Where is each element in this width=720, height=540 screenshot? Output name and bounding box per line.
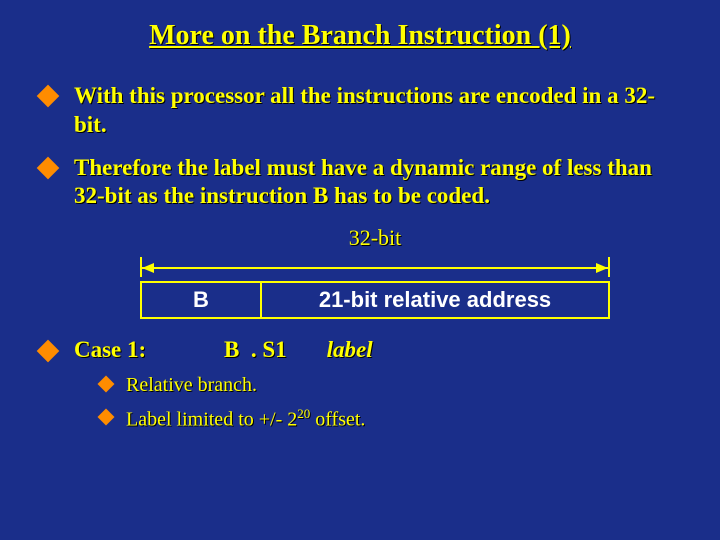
dimension-label: 32-bit	[140, 225, 610, 251]
opcode-box: B	[140, 281, 260, 319]
dimension-line	[142, 267, 608, 269]
instruction-boxes: B 21-bit relative address	[140, 281, 610, 319]
dimension-row: 32-bit	[140, 225, 610, 259]
diamond-icon	[98, 376, 115, 393]
sub-text-sup: 20	[297, 406, 310, 421]
sub-bullet-item: Relative branch.	[100, 373, 680, 398]
case-operand: label	[327, 337, 373, 363]
sub-text-pre: Label limited to +/- 2	[126, 409, 297, 431]
diamond-icon	[37, 85, 60, 108]
case-suffix: . S1	[251, 337, 287, 362]
slide-title: More on the Branch Instruction (1)	[40, 20, 680, 52]
diamond-icon	[37, 156, 60, 179]
arrow-left-icon	[142, 263, 154, 273]
case-label: Case 1:	[74, 337, 194, 363]
bullet-item: With this processor all the instructions…	[40, 82, 680, 140]
case-instruction: B . S1 label	[224, 337, 373, 363]
dimension-tick	[608, 257, 610, 277]
case-opcode: B	[224, 337, 239, 362]
sub-bullet-item: Label limited to +/- 220 offset.	[100, 406, 680, 433]
bullet-item: Therefore the label must have a dynamic …	[40, 154, 680, 212]
instruction-diagram: 32-bit B 21-bit relative address	[140, 225, 610, 319]
sub-text-post: offset.	[310, 409, 365, 431]
diamond-icon	[37, 340, 60, 363]
sub-bullet-text: Relative branch.	[126, 373, 257, 398]
case-row: Case 1: B . S1 label	[40, 337, 680, 363]
bullet-text: With this processor all the instructions…	[74, 82, 680, 140]
diamond-icon	[98, 409, 115, 426]
address-box: 21-bit relative address	[260, 281, 610, 319]
bullet-text: Therefore the label must have a dynamic …	[74, 154, 680, 212]
arrow-right-icon	[596, 263, 608, 273]
sub-bullet-text: Label limited to +/- 220 offset.	[126, 406, 365, 433]
